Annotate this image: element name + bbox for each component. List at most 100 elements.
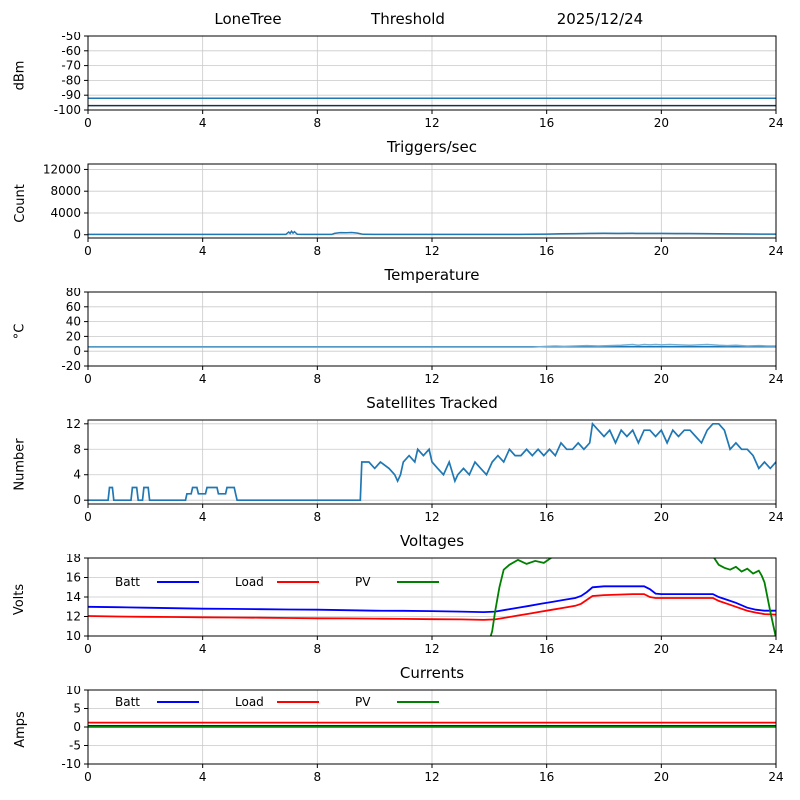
svg-text:20: 20: [654, 244, 669, 258]
svg-text:16: 16: [539, 770, 554, 784]
svg-text:24: 24: [768, 244, 783, 258]
svg-text:4: 4: [199, 116, 207, 130]
svg-text:Batt: Batt: [115, 575, 140, 589]
svg-text:20: 20: [654, 116, 669, 130]
svg-text:4: 4: [199, 244, 207, 258]
svg-text:8: 8: [314, 642, 322, 656]
svg-text:0: 0: [84, 244, 92, 258]
svg-text:80: 80: [66, 288, 81, 299]
chart-title-currents: Currents: [399, 664, 465, 682]
svg-text:16: 16: [539, 642, 554, 656]
svg-text:0: 0: [73, 228, 81, 242]
ylabel-voltages: Volts: [12, 583, 28, 615]
plot-currents: 0 4 8 12 16 20 24 -10 -5 0 5 10 Batt Load PV: [61, 686, 783, 784]
svg-text:24: 24: [768, 642, 783, 656]
svg-text:0: 0: [73, 344, 81, 358]
chart-temperature: Temperature °C 0 4 8 12 16 20 24 -20 0 20 40 60 80: [0, 260, 800, 388]
plot-threshold: 0 4 8 12 16 20 24 -100-90-80-70-60-50: [54, 32, 784, 130]
chart-threshold: LoneTree Threshold 2025/12/24 dBm 0 4 8 12 1…: [0, 4, 800, 132]
svg-text:8: 8: [314, 770, 322, 784]
svg-text:20: 20: [654, 510, 669, 524]
svg-text:20: 20: [654, 642, 669, 656]
svg-text:20: 20: [66, 329, 81, 343]
chart-title-satellites: Satellites Tracked: [366, 394, 498, 412]
svg-text:18: 18: [66, 554, 81, 565]
svg-text:0: 0: [73, 720, 81, 734]
svg-text:PV: PV: [355, 575, 371, 589]
plot-triggers: 0 4 8 12 16 20 24 0 4000 8000 12000: [43, 162, 784, 258]
plot-voltages: 0 4 8 12 16 20 24 10 12 14 16 18 Batt Load PV: [66, 554, 784, 656]
svg-text:20: 20: [654, 372, 669, 386]
svg-text:8: 8: [314, 372, 322, 386]
svg-text:12: 12: [424, 116, 439, 130]
ylabel-threshold: dBm: [12, 60, 28, 90]
svg-text:14: 14: [66, 590, 81, 604]
svg-text:60: 60: [66, 300, 81, 314]
ylabel-currents: Amps: [12, 710, 28, 748]
svg-text:PV: PV: [355, 695, 371, 709]
svg-text:16: 16: [66, 571, 81, 585]
svg-text:-60: -60: [61, 44, 81, 58]
svg-text:24: 24: [768, 510, 783, 524]
chart-voltages: Voltages Volts 0 4 8 12 16 20 24 10 12 14 16 18 Batt…: [0, 526, 800, 658]
svg-text:20: 20: [654, 770, 669, 784]
svg-text:16: 16: [539, 244, 554, 258]
chart-temperature-header: Temperature: [0, 260, 800, 288]
svg-text:8: 8: [314, 116, 322, 130]
svg-text:16: 16: [539, 116, 554, 130]
svg-text:-70: -70: [61, 59, 81, 73]
svg-text:10: 10: [66, 686, 81, 697]
svg-text:-80: -80: [61, 73, 81, 87]
svg-text:12: 12: [66, 610, 81, 624]
chart-title-threshold: Threshold: [371, 10, 445, 28]
svg-text:12: 12: [424, 372, 439, 386]
chart-title-voltages: Voltages: [399, 532, 465, 550]
station-name: LoneTree: [214, 10, 282, 28]
chart-title-triggers: Triggers/sec: [387, 138, 477, 156]
svg-text:12: 12: [424, 244, 439, 258]
svg-text:0: 0: [84, 510, 92, 524]
header-date: 2025/12/24: [556, 10, 644, 28]
svg-text:4: 4: [199, 372, 207, 386]
svg-text:4: 4: [73, 468, 81, 482]
svg-text:8: 8: [314, 510, 322, 524]
chart-triggers: Triggers/sec Count 0 4 8 12 16 20 24 0 4000 8000 1…: [0, 132, 800, 260]
svg-text:8: 8: [73, 442, 81, 456]
svg-text:12: 12: [424, 770, 439, 784]
svg-text:4: 4: [199, 642, 207, 656]
svg-text:10: 10: [66, 629, 81, 643]
ylabel-satellites: Number: [12, 437, 28, 491]
svg-text:16: 16: [539, 510, 554, 524]
svg-text:-20: -20: [61, 359, 81, 373]
svg-text:-10: -10: [61, 757, 81, 771]
svg-text:0: 0: [84, 372, 92, 386]
chart-threshold-header: LoneTree Threshold 2025/12/24: [0, 4, 800, 32]
chart-title-temperature: Temperature: [384, 266, 480, 284]
svg-text:8: 8: [314, 244, 322, 258]
svg-text:40: 40: [66, 315, 81, 329]
svg-text:-50: -50: [61, 32, 81, 43]
svg-text:Batt: Batt: [115, 695, 140, 709]
chart-currents-header: Currents: [0, 658, 800, 686]
svg-text:-5: -5: [69, 739, 81, 753]
chart-voltages-header: Voltages: [0, 526, 800, 554]
svg-text:12: 12: [424, 642, 439, 656]
svg-text:24: 24: [768, 116, 783, 130]
ylabel-triggers: Count: [12, 183, 28, 223]
svg-text:Load: Load: [235, 575, 264, 589]
chart-satellites: Satellites Tracked Number 0 4 8 12 16 20 24 0 4 8…: [0, 388, 800, 526]
svg-text:-90: -90: [61, 88, 81, 102]
chart-currents: Currents Amps 0 4 8 12 16 20 24 -10 -5 0 5 10 Batt Lo…: [0, 658, 800, 786]
svg-text:4000: 4000: [50, 206, 81, 220]
svg-text:12: 12: [424, 510, 439, 524]
svg-text:8000: 8000: [50, 184, 81, 198]
svg-text:4: 4: [199, 770, 207, 784]
chart-triggers-header: Triggers/sec: [0, 132, 800, 160]
svg-text:5: 5: [73, 702, 81, 716]
svg-text:0: 0: [84, 116, 92, 130]
svg-text:-100: -100: [54, 103, 81, 117]
svg-text:0: 0: [73, 493, 81, 507]
svg-text:24: 24: [768, 372, 783, 386]
svg-text:12: 12: [66, 417, 81, 431]
